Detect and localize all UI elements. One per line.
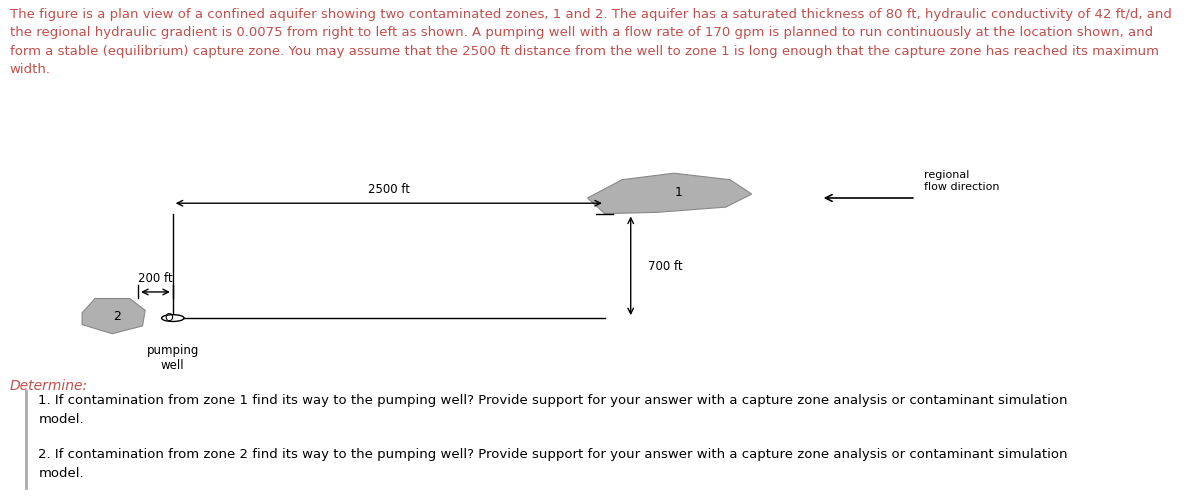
Text: 1: 1	[674, 185, 682, 198]
Text: 2500 ft: 2500 ft	[367, 183, 409, 196]
Text: O: O	[164, 313, 173, 323]
Polygon shape	[588, 174, 751, 214]
Text: 2. If contamination from zone 2 find its way to the pumping well? Provide suppor: 2. If contamination from zone 2 find its…	[38, 447, 1068, 479]
Text: 200 ft: 200 ft	[138, 272, 173, 285]
Text: The figure is a plan view of a confined aquifer showing two contaminated zones, : The figure is a plan view of a confined …	[10, 8, 1171, 76]
Polygon shape	[82, 299, 145, 334]
Text: 700 ft: 700 ft	[648, 260, 683, 273]
Text: regional
flow direction: regional flow direction	[924, 170, 1000, 192]
Text: pumping
well: pumping well	[146, 343, 199, 371]
Text: Determine:: Determine:	[10, 378, 88, 392]
Circle shape	[162, 315, 184, 322]
Text: 1. If contamination from zone 1 find its way to the pumping well? Provide suppor: 1. If contamination from zone 1 find its…	[38, 393, 1068, 425]
Text: 2: 2	[113, 309, 120, 322]
